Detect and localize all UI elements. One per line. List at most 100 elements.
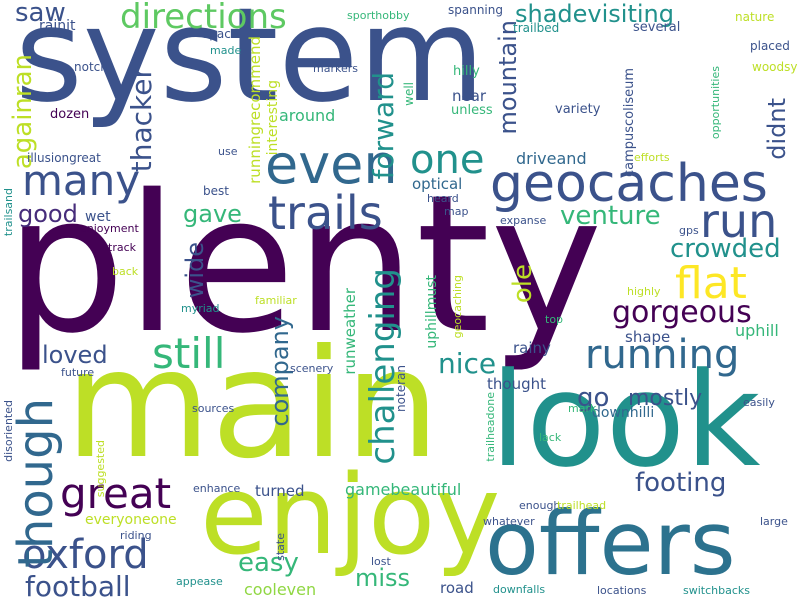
word-mountain: mountain	[494, 20, 522, 135]
word-trails: trails	[268, 186, 383, 240]
word-saw: saw	[15, 0, 66, 28]
word-road: road	[440, 579, 474, 597]
word-many: many	[22, 156, 141, 205]
word-easy: easy	[238, 548, 299, 578]
word-familiar: familiar	[255, 294, 297, 307]
word-hilly: hilly	[453, 64, 480, 79]
word-gorgeous: gorgeous	[612, 295, 752, 330]
word-switchbacks: switchbacks	[683, 584, 750, 597]
word-ole: ole	[508, 264, 538, 304]
word-locations: locations	[597, 584, 647, 597]
word-notch: notch	[74, 60, 108, 74]
word-appease: appease	[176, 575, 223, 588]
word-oxford: oxford	[22, 532, 149, 578]
word-easily: easily	[743, 396, 775, 409]
word-map: map	[444, 205, 469, 218]
word-cooleven: cooleven	[244, 580, 317, 599]
word-uphill: uphill	[735, 321, 779, 340]
word-venture: venture	[560, 201, 661, 231]
word-lost: lost	[371, 555, 391, 568]
word-sporthobby: sporthobby	[347, 9, 410, 22]
word-expanse: expanse	[500, 214, 547, 227]
word-made: made	[210, 44, 242, 57]
word-track: track	[108, 241, 136, 254]
word-system: system	[15, 0, 485, 131]
word-wet: wet	[85, 209, 111, 225]
word-run: run	[700, 194, 778, 248]
word-go: go	[577, 383, 610, 413]
word-well: well	[402, 82, 416, 106]
word-noteran: noteran	[394, 365, 408, 412]
word-wide: wide	[181, 242, 209, 299]
word-rainit: rainit	[39, 18, 76, 34]
word-crowded: crowded	[670, 234, 781, 264]
word-loved: loved	[42, 341, 108, 369]
word-disoriented: disoriented	[2, 400, 15, 462]
word-great: great	[60, 469, 172, 518]
word-scenery: scenery	[290, 362, 334, 375]
word-back: back	[112, 265, 139, 278]
word-runweather: runweather	[341, 288, 359, 375]
word-highly: highly	[627, 285, 661, 298]
word-uphillmust: uphillmust	[424, 275, 440, 349]
word-plenty: plenty	[5, 154, 603, 375]
word-enough: enough	[519, 499, 561, 512]
word-trailsand: trailsand	[2, 188, 15, 237]
word-geocaches: geocaches	[490, 154, 768, 214]
word-enjoy: enjoy	[200, 451, 501, 579]
word-turned: turned	[255, 482, 305, 500]
word-enjoyment: enjoyment	[80, 222, 139, 235]
word-thought: thought	[487, 375, 546, 393]
word-around: around	[279, 106, 336, 125]
word-large: large	[760, 515, 788, 528]
word-miss: miss	[355, 564, 411, 592]
word-main: main	[65, 318, 440, 492]
word-gamebeautiful: gamebeautiful	[345, 480, 462, 499]
word-mark: mark	[568, 402, 597, 415]
word-mostly: mostly	[628, 386, 703, 411]
word-still: still	[152, 329, 226, 378]
word-opportunities: opportunities	[709, 66, 722, 140]
word-gps: gps	[679, 224, 699, 237]
word-company: company	[266, 316, 294, 427]
word-spanning: spanning	[448, 3, 503, 17]
word-illusiongreat: illusiongreat	[27, 151, 101, 165]
word-directions: directions	[120, 0, 287, 37]
word-lack: lack	[539, 431, 562, 444]
word-running: running	[585, 332, 740, 378]
word-look: look	[490, 344, 761, 496]
word-shadevisiting: shadevisiting	[515, 0, 674, 28]
word-heard: heard	[427, 192, 459, 205]
word-downhilli: downhilli	[592, 405, 655, 421]
word-variety: variety	[555, 102, 601, 117]
word-geocaching: geocaching	[451, 275, 464, 339]
word-nice: nice	[438, 347, 497, 380]
word-even: even	[265, 133, 398, 196]
word-offers: offers	[485, 492, 736, 595]
word-interesting: interesting	[265, 80, 281, 156]
word-one: one	[410, 137, 485, 183]
word-trailhead: trailhead	[557, 499, 607, 512]
word-flat: flat	[675, 258, 747, 309]
word-myriad: myriad	[181, 302, 220, 315]
word-riding: riding	[120, 529, 152, 542]
word-woodsy: woodsy	[752, 60, 798, 74]
word-trailheadone: trailheadone	[484, 392, 497, 462]
word-sources: sources	[192, 402, 235, 415]
word-top: top	[545, 313, 564, 326]
word-runningrecommend: runningrecommend	[246, 36, 264, 184]
word-unless: unless	[451, 103, 493, 118]
word-didnt: didnt	[763, 98, 791, 160]
word-markers: markers	[313, 62, 358, 75]
word-placed: placed	[750, 39, 790, 53]
word-downfalls: downfalls	[493, 583, 546, 596]
word-shape: shape	[625, 328, 671, 346]
word-trailbed: trailbed	[513, 21, 560, 35]
word-football: football	[25, 570, 131, 600]
word-nature: nature	[735, 10, 775, 24]
word-rainy: rainy	[513, 339, 551, 357]
word-driveand: driveand	[516, 149, 587, 168]
word-optical: optical	[412, 175, 463, 193]
word-several: several	[633, 20, 681, 35]
